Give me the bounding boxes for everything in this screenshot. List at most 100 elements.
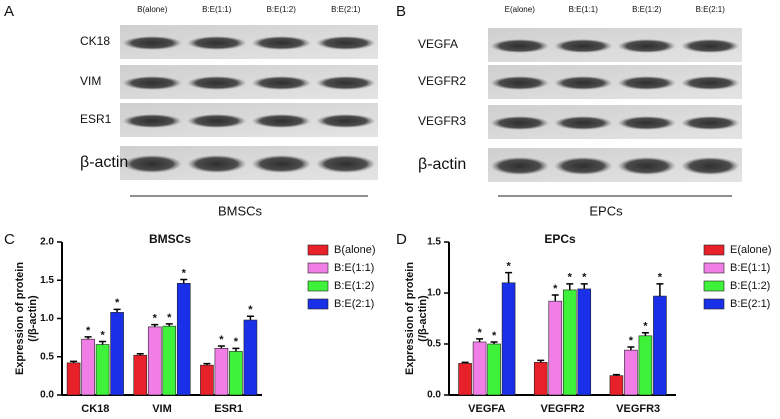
significance-mark: *: [506, 261, 511, 273]
bar: [66, 362, 81, 396]
blot-band: [251, 155, 311, 173]
blot-band: [251, 76, 311, 90]
bar: [200, 364, 214, 396]
error-bar: [641, 332, 649, 336]
blot-band: [554, 39, 613, 53]
row-label: CK18: [80, 34, 110, 48]
blot-band: [122, 36, 182, 50]
error-bar: [461, 361, 469, 364]
significance-mark: *: [643, 321, 648, 333]
x-tick-label: VEGFR2: [540, 403, 584, 415]
bar: [162, 325, 177, 396]
bar: [81, 338, 95, 396]
blot-band: [122, 114, 182, 128]
error-bar: [151, 323, 159, 327]
blot-caption: EPCs: [589, 203, 623, 218]
significance-mark: *: [492, 330, 497, 342]
lane-label: B(alone): [137, 5, 168, 14]
significance-mark: *: [182, 267, 187, 279]
bar: [577, 288, 592, 396]
bar: [133, 354, 148, 396]
significance-mark: *: [153, 313, 158, 325]
legend-swatch: [307, 244, 329, 256]
y-tick-label: 1.5: [40, 275, 54, 286]
row-label: β-actin: [418, 156, 466, 173]
blot-band: [122, 76, 182, 90]
bar: [147, 326, 162, 396]
row-label: VEGFA: [418, 37, 458, 51]
blot-band: [187, 114, 247, 128]
bar: [95, 344, 110, 396]
legend-label: B(alone): [334, 244, 376, 256]
legend-label: B:E(1:2): [334, 280, 374, 292]
y-tick-label: 1.0: [40, 313, 54, 324]
significance-mark: *: [582, 272, 587, 284]
blot-band: [122, 155, 182, 173]
row-label: ESR1: [80, 112, 112, 126]
legend-label: B:E(2:1): [730, 298, 770, 310]
significance-mark: *: [167, 312, 172, 324]
blot-band: [617, 116, 676, 130]
error-bar: [627, 346, 635, 351]
bar: [624, 349, 638, 396]
bar: [501, 282, 516, 396]
row-label: VEGFR3: [418, 114, 466, 128]
blot-band: [187, 76, 247, 90]
y-tick-label: 1.0: [427, 288, 441, 299]
blot-band: [554, 157, 613, 175]
blot-band: [316, 114, 376, 128]
error-bar: [180, 278, 188, 284]
blot-band: [681, 39, 740, 53]
lane-label: B:E(1:1): [202, 5, 232, 14]
panel-label: A: [4, 3, 14, 20]
blot-band: [490, 76, 549, 90]
y-tick-label: 0.0: [40, 390, 54, 401]
x-tick-label: ESR1: [214, 403, 243, 415]
error-bar: [99, 340, 107, 345]
significance-mark: *: [477, 327, 482, 339]
blot-band: [681, 157, 740, 175]
significance-mark: *: [248, 304, 253, 316]
error-bar: [165, 323, 173, 327]
bar: [229, 351, 243, 396]
error-bar: [490, 341, 498, 344]
blot-band: [251, 114, 311, 128]
y-tick-label: 0.5: [427, 339, 441, 350]
error-bar: [70, 360, 78, 363]
error-bar: [612, 373, 620, 376]
significance-mark: *: [86, 325, 91, 337]
legend-swatch: [307, 280, 329, 292]
chart-title: EPCs: [544, 232, 576, 246]
legend-label: E(alone): [730, 244, 772, 256]
blot-band: [316, 76, 376, 90]
legend-label: B:E(2:1): [334, 298, 374, 310]
lane-label: B:E(2:1): [331, 5, 361, 14]
bar: [548, 300, 563, 396]
y-axis-label: Expression of protein(/β-actin): [404, 262, 429, 375]
error-bar: [551, 294, 559, 302]
blot-band: [490, 39, 549, 53]
significance-mark: *: [219, 334, 224, 346]
x-tick-label: VEGFR3: [616, 403, 660, 415]
y-axis-label-line: Expression of protein: [14, 262, 26, 375]
legend-swatch: [703, 262, 725, 274]
y-tick-label: 0.5: [40, 351, 54, 362]
bar: [533, 362, 548, 396]
bar: [609, 375, 624, 396]
error-bar: [476, 338, 484, 342]
bar: [653, 295, 667, 396]
error-bar: [656, 283, 664, 297]
blot-band: [617, 39, 676, 53]
error-bar: [136, 352, 144, 356]
chart-title: BMSCs: [149, 232, 191, 246]
y-axis-label-line: (/β-actin): [27, 295, 39, 342]
error-bar: [217, 345, 225, 349]
blot-band: [554, 116, 613, 130]
error-bar: [113, 308, 121, 313]
error-bar: [580, 283, 588, 289]
blot-band: [617, 157, 676, 175]
legend-label: B:E(1:1): [334, 262, 374, 274]
y-tick-label: 2.0: [40, 237, 54, 248]
blot-band: [554, 76, 613, 90]
